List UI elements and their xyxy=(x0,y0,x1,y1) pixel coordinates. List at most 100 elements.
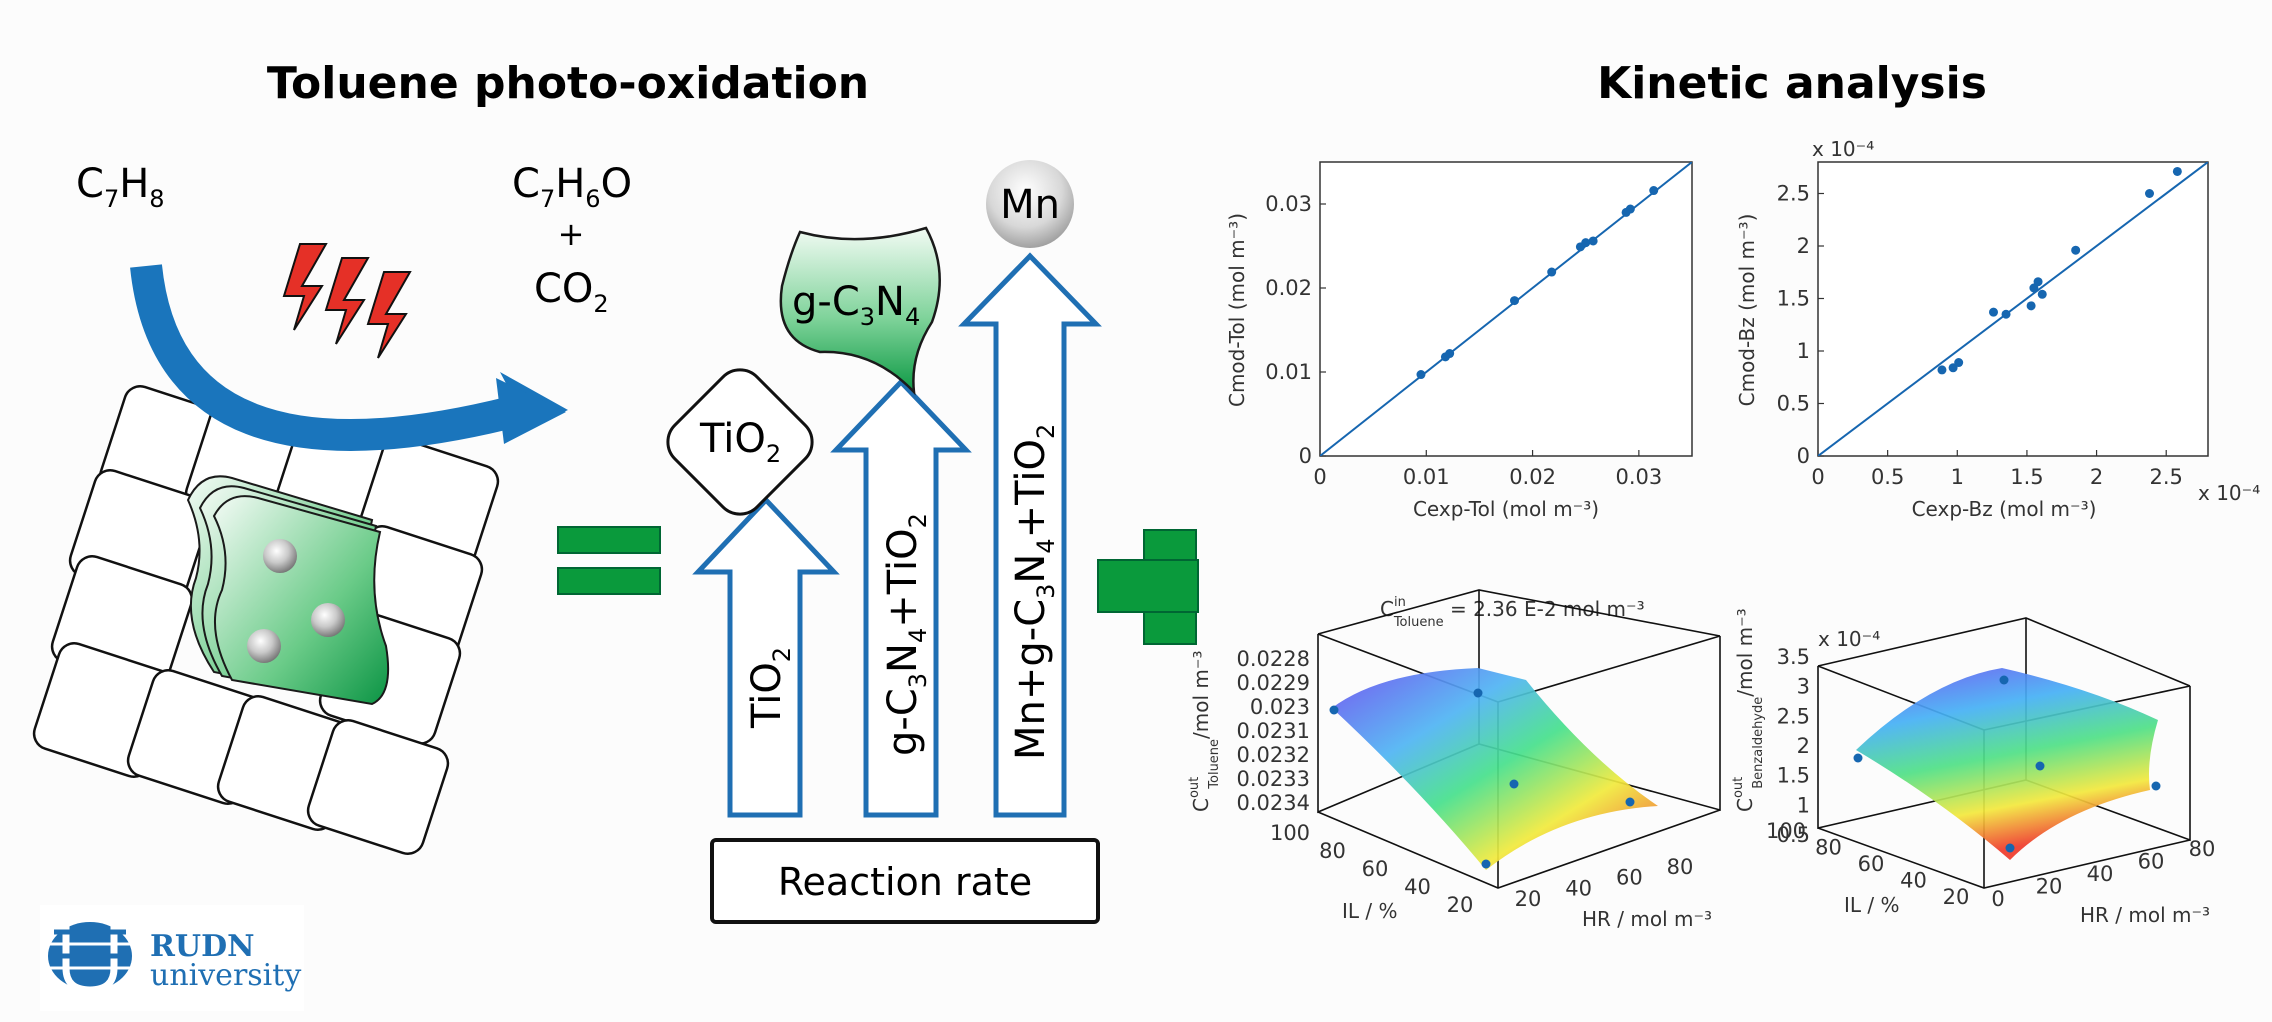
data-point xyxy=(1481,859,1491,869)
reaction-curve-arrow xyxy=(130,264,568,451)
equals-sign xyxy=(557,526,661,595)
z-tick-label: 0.0234 xyxy=(1237,791,1310,815)
data-point xyxy=(2026,301,2036,311)
mn-ball: Mn xyxy=(986,160,1074,248)
svg-text:TiO2: TiO2 xyxy=(699,416,781,468)
y-axis-label: IL / % xyxy=(1342,899,1398,923)
y-tick-label: 0.5 xyxy=(1777,392,1810,416)
y-tick-label: 0 xyxy=(1299,444,1312,468)
svg-text:Reaction rate: Reaction rate xyxy=(778,860,1032,904)
right-title: Kinetic analysis xyxy=(1597,58,1987,109)
data-point xyxy=(1954,358,1964,368)
data-point xyxy=(1989,307,1998,317)
z-tick-label: 0.0231 xyxy=(1237,719,1310,743)
svg-text:RUDN: RUDN xyxy=(150,929,255,964)
x-tick-label: 40 xyxy=(1565,876,1592,900)
x-tick-label: 20 xyxy=(2036,875,2063,899)
x-tick-label: 40 xyxy=(2087,862,2114,886)
z-tick-label: 0.023 xyxy=(1250,695,1310,719)
chart-benzaldehyde-surface: x 10⁻⁴ 3.5 3 2.5 2 1.5 1 0.5 0 20 40 60 80 100 80 60… xyxy=(1731,608,2215,927)
gcn-label-leaf: g-C3N4 xyxy=(779,226,941,396)
z-tick-label: 0.5 xyxy=(1777,823,1810,847)
x-tick-label: 1 xyxy=(1951,465,1964,489)
data-points xyxy=(1329,688,1635,869)
y-tick-label: 0.03 xyxy=(1265,192,1312,216)
reactant-formula: C7H8 xyxy=(76,161,165,213)
data-point xyxy=(2037,289,2047,299)
data-point xyxy=(1853,753,1863,763)
rudn-logo: RUDN university xyxy=(40,905,304,1011)
plus-sign xyxy=(1097,529,1199,645)
x-tick-label: 80 xyxy=(2189,837,2216,861)
x-tick-label: 0.5 xyxy=(1871,465,1904,489)
reaction-rate-box: Reaction rate xyxy=(710,838,1100,924)
data-point xyxy=(1625,204,1635,214)
z-tick-label: 2 xyxy=(1797,734,1810,758)
z-tick-label: 1.5 xyxy=(1777,764,1810,788)
svg-text:C7H8: C7H8 xyxy=(76,161,165,213)
x-axis-label: Cexp-Tol (mol m⁻³) xyxy=(1413,497,1599,521)
z-tick-label: 0.0233 xyxy=(1237,767,1310,791)
z-tick-label: 3 xyxy=(1797,675,1810,699)
y-tick-label: 20 xyxy=(1943,885,1970,909)
z-tick-label: 0.0228 xyxy=(1237,647,1310,671)
data-point xyxy=(1588,236,1598,246)
data-point xyxy=(1999,675,2009,685)
x-tick-label: 0 xyxy=(1991,887,2004,911)
rudn-globe-icon xyxy=(48,922,132,994)
data-point xyxy=(2035,761,2045,771)
data-point xyxy=(1445,349,1455,359)
x-tick-label: 2 xyxy=(2090,465,2103,489)
data-point xyxy=(2001,309,2011,319)
y-tick-label: 80 xyxy=(1815,836,1842,860)
x-exponent: x 10⁻⁴ xyxy=(2198,481,2260,505)
svg-text:Mn: Mn xyxy=(1000,182,1060,228)
z-exponent: x 10⁻⁴ xyxy=(1818,627,1880,651)
svg-text:g-C3N4: g-C3N4 xyxy=(792,279,920,331)
light-icon xyxy=(282,243,412,359)
z-axis-label: Cout Toluene/mol m⁻³ xyxy=(1187,651,1222,812)
y-tick-label: 40 xyxy=(1900,869,1927,893)
data-point xyxy=(1581,238,1591,248)
x-tick-label: 0.02 xyxy=(1509,465,1556,489)
data-point xyxy=(2071,245,2081,255)
chart-bz-parity: 0 0.5 1 1.5 2 2.5 0 0.5 1 1.5 2 2.5 x 10⁻⁴ x 10⁻⁴ C… xyxy=(1735,137,2260,521)
x-tick-label: 0.03 xyxy=(1615,465,1662,489)
y-tick-label: 80 xyxy=(1319,839,1346,863)
data-point xyxy=(1509,779,1519,789)
data-point xyxy=(1473,688,1483,698)
z-tick-label: 2.5 xyxy=(1777,704,1810,728)
svg-text:Mn+g-C3N4+TiO2: Mn+g-C3N4+TiO2 xyxy=(1008,424,1060,760)
data-point xyxy=(1416,370,1426,380)
data-point xyxy=(1937,365,1947,375)
x-tick-label: 1.5 xyxy=(2010,465,2043,489)
products-formula: C7H6O + CO2 xyxy=(512,161,632,318)
data-point xyxy=(2172,166,2182,176)
tio2-label-box: TiO2 xyxy=(666,368,814,516)
x-axis-label: HR / mol m⁻³ xyxy=(1582,907,1712,931)
x-tick-label: 20 xyxy=(1515,887,1542,911)
data-point xyxy=(1329,705,1339,715)
y-tick-label: 1 xyxy=(1797,339,1810,363)
y-tick-label: 0.02 xyxy=(1265,276,1312,300)
z-tick-label: 3.5 xyxy=(1777,645,1810,669)
z-tick-label: 0.0232 xyxy=(1237,743,1310,767)
z-tick-label: 0.0229 xyxy=(1237,671,1310,695)
data-point xyxy=(1625,797,1635,807)
data-point xyxy=(2005,843,2015,853)
response-surface xyxy=(1332,668,1658,870)
y-tick-label: 40 xyxy=(1404,875,1431,899)
x-tick-label: 0 xyxy=(1313,465,1326,489)
svg-text:C7H6O: C7H6O xyxy=(512,161,632,213)
x-tick-label: 0 xyxy=(1811,465,1824,489)
svg-text:TiO2: TiO2 xyxy=(744,647,796,729)
data-point xyxy=(2145,189,2154,198)
x-tick-label: 2.5 xyxy=(2150,465,2183,489)
data-point xyxy=(1649,186,1659,196)
y-tick-label: 100 xyxy=(1766,819,1806,843)
y-tick-label: 60 xyxy=(1858,852,1885,876)
catalyst-arrow-gcn-tio2: g-C3N4+TiO2 xyxy=(830,378,972,818)
chart-title: Cin Toluene = 2.36 E-2 mol m⁻³ xyxy=(1380,595,1645,630)
parity-line xyxy=(1818,162,2208,456)
data-point xyxy=(1510,296,1520,306)
